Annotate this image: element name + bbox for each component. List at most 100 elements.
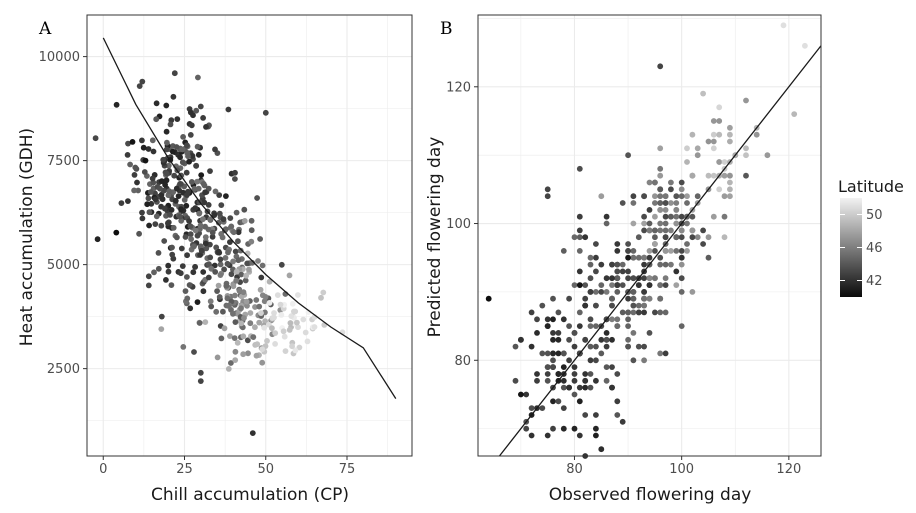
data-point <box>230 283 237 290</box>
data-point <box>550 350 556 357</box>
data-point <box>705 138 712 145</box>
data-point <box>281 333 288 340</box>
data-point <box>678 261 685 268</box>
data-point <box>630 220 637 227</box>
data-point <box>657 350 664 357</box>
data-point <box>662 275 669 282</box>
data-point <box>179 159 186 166</box>
data-point <box>662 234 669 241</box>
data-point <box>269 325 275 332</box>
panel-b-y-axis: 80 100 120 <box>446 80 478 369</box>
data-point <box>163 277 169 283</box>
data-point <box>587 275 594 282</box>
data-point <box>179 263 186 269</box>
data-point <box>678 186 685 193</box>
data-point <box>544 364 551 370</box>
data-point <box>582 371 589 377</box>
data-point <box>247 320 254 327</box>
data-point <box>534 377 540 384</box>
data-point <box>587 371 594 377</box>
data-point <box>609 261 615 268</box>
data-point <box>274 292 281 298</box>
data-point <box>694 193 701 200</box>
data-point <box>652 248 658 254</box>
data-point <box>227 333 233 339</box>
data-point <box>571 371 578 377</box>
data-point <box>560 377 567 384</box>
data-point <box>165 268 172 275</box>
data-point <box>700 241 706 247</box>
data-point <box>245 350 251 357</box>
data-point <box>165 262 172 269</box>
data-point <box>710 118 717 124</box>
data-point <box>673 234 680 241</box>
data-point <box>248 227 255 234</box>
data-point <box>187 305 194 312</box>
data-point <box>149 137 156 144</box>
data-point <box>218 202 225 209</box>
data-point <box>684 241 690 247</box>
data-point <box>196 320 203 326</box>
data-point <box>249 259 256 266</box>
data-point <box>134 179 140 186</box>
data-point <box>221 325 228 332</box>
data-point <box>689 234 696 241</box>
data-point <box>571 330 578 336</box>
data-point <box>609 316 615 323</box>
y-tick-label: 7500 <box>47 154 80 169</box>
latitude-legend: Latitude 42 46 50 <box>838 177 904 297</box>
data-point <box>294 319 300 326</box>
panel-a-points <box>92 70 346 436</box>
data-point <box>576 384 583 391</box>
data-point <box>694 234 701 241</box>
data-point <box>232 176 238 182</box>
data-point <box>743 172 749 179</box>
data-point <box>240 333 247 340</box>
data-point <box>657 309 664 316</box>
data-point <box>178 206 184 213</box>
data-point <box>694 152 701 159</box>
data-point <box>593 412 599 418</box>
data-point <box>630 254 637 261</box>
data-point <box>550 316 556 323</box>
data-point <box>146 209 153 216</box>
data-point <box>177 154 184 161</box>
panel-b-x-axis: 80 100 120 <box>566 456 801 477</box>
data-point <box>214 354 221 361</box>
data-point <box>710 131 717 138</box>
data-point <box>721 213 728 220</box>
data-point <box>641 213 647 220</box>
data-point <box>657 200 664 206</box>
data-point <box>673 268 680 275</box>
data-point <box>220 308 226 315</box>
data-point <box>598 193 605 200</box>
data-point <box>187 223 194 230</box>
data-point <box>539 405 546 411</box>
data-point <box>195 151 202 158</box>
data-point <box>183 202 190 209</box>
data-point <box>614 371 621 377</box>
data-point <box>238 305 244 312</box>
data-point <box>145 146 152 152</box>
data-point <box>550 357 556 364</box>
data-point <box>167 212 173 218</box>
data-point <box>186 158 193 165</box>
data-point <box>194 143 201 150</box>
data-point <box>217 256 224 263</box>
data-point <box>212 146 218 153</box>
data-point <box>136 230 143 237</box>
data-point <box>539 302 546 309</box>
data-point <box>544 186 551 193</box>
data-point <box>139 78 146 85</box>
data-point <box>258 310 264 316</box>
data-point <box>217 261 224 268</box>
data-point <box>262 109 269 116</box>
data-point <box>593 241 599 247</box>
data-point <box>212 188 219 195</box>
data-point <box>544 316 551 323</box>
data-point <box>635 302 642 309</box>
data-point <box>780 22 787 29</box>
data-point <box>254 195 260 201</box>
data-point <box>131 172 138 178</box>
